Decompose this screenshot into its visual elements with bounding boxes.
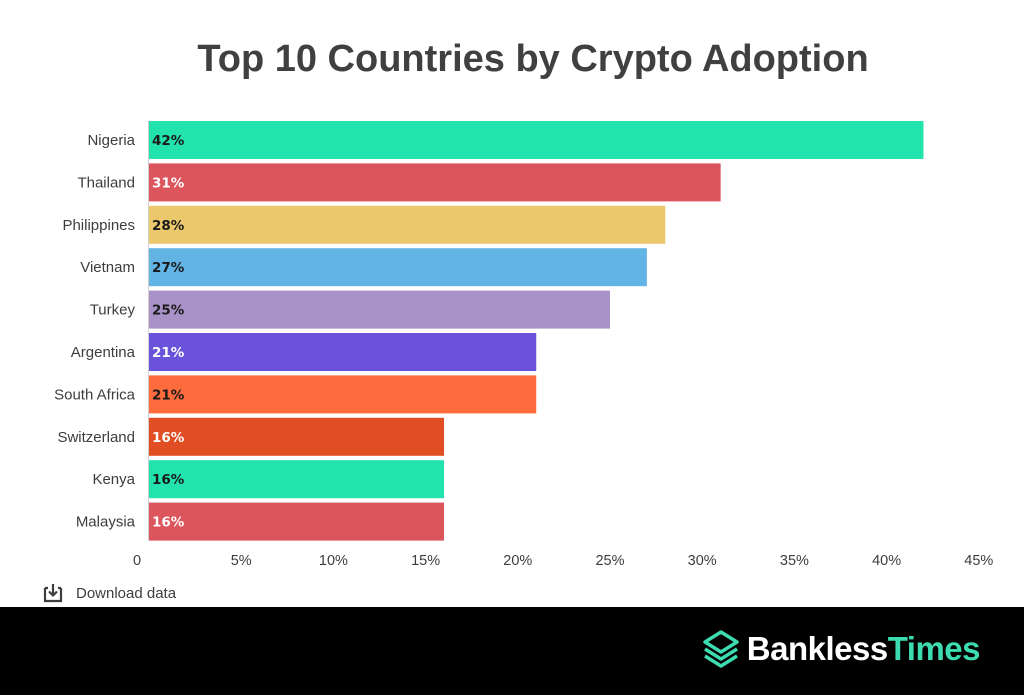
value-label: 42%	[152, 133, 185, 149]
value-label: 25%	[152, 303, 185, 319]
brand-name-part2: Times	[887, 630, 981, 667]
brand-name-part1: Bankless	[746, 630, 888, 667]
bar	[149, 205, 666, 244]
value-label: 16%	[152, 430, 185, 446]
brand-name: BanklessTimes	[746, 630, 981, 668]
brand-logo[interactable]: BanklessTimes	[701, 629, 981, 669]
value-label: 31%	[152, 175, 185, 191]
value-label: 16%	[152, 515, 185, 531]
category-label: Nigeria	[87, 132, 135, 149]
footer-bar: BanklessTimes	[0, 607, 1024, 695]
value-label: 28%	[152, 218, 185, 234]
bar	[149, 163, 721, 202]
bar-chart: Nigeria 42% Thailand 31% Philippines 28% Vietn…	[54, 121, 993, 569]
bar	[149, 502, 445, 541]
x-tick-label: 0	[133, 553, 141, 569]
x-tick-label: 10%	[319, 553, 348, 569]
x-tick-label: 25%	[595, 553, 624, 569]
chart-title: Top 10 Countries by Crypto Adoption	[197, 38, 869, 80]
bankless-times-logo-icon	[703, 630, 739, 668]
category-label: Philippines	[62, 217, 135, 234]
x-tick-label: 30%	[688, 553, 717, 569]
bar	[149, 248, 647, 287]
x-tick-label: 15%	[411, 553, 440, 569]
category-label: South Africa	[54, 386, 136, 403]
x-tick-label: 5%	[231, 553, 252, 569]
download-data-button[interactable]: Download data	[42, 582, 176, 604]
value-label: 21%	[152, 387, 185, 403]
x-tick-label: 20%	[503, 553, 532, 569]
x-tick-label: 45%	[964, 553, 993, 569]
download-icon	[43, 584, 63, 603]
category-label: Malaysia	[76, 514, 136, 531]
value-label: 21%	[152, 345, 185, 361]
category-label: Kenya	[92, 471, 135, 488]
category-label: Argentina	[71, 344, 136, 361]
category-label: Vietnam	[80, 259, 135, 276]
value-label: 16%	[152, 472, 185, 488]
x-tick-label: 35%	[780, 553, 809, 569]
bar	[149, 417, 445, 456]
category-label: Turkey	[90, 302, 136, 319]
x-tick-label: 40%	[872, 553, 901, 569]
value-label: 27%	[152, 260, 185, 276]
category-label: Switzerland	[57, 429, 135, 446]
bar	[149, 460, 445, 499]
bar	[149, 375, 537, 414]
bar	[149, 121, 924, 159]
category-label: Thailand	[77, 174, 135, 191]
bar	[149, 290, 610, 329]
download-data-label: Download data	[76, 584, 177, 602]
bar	[149, 333, 537, 371]
